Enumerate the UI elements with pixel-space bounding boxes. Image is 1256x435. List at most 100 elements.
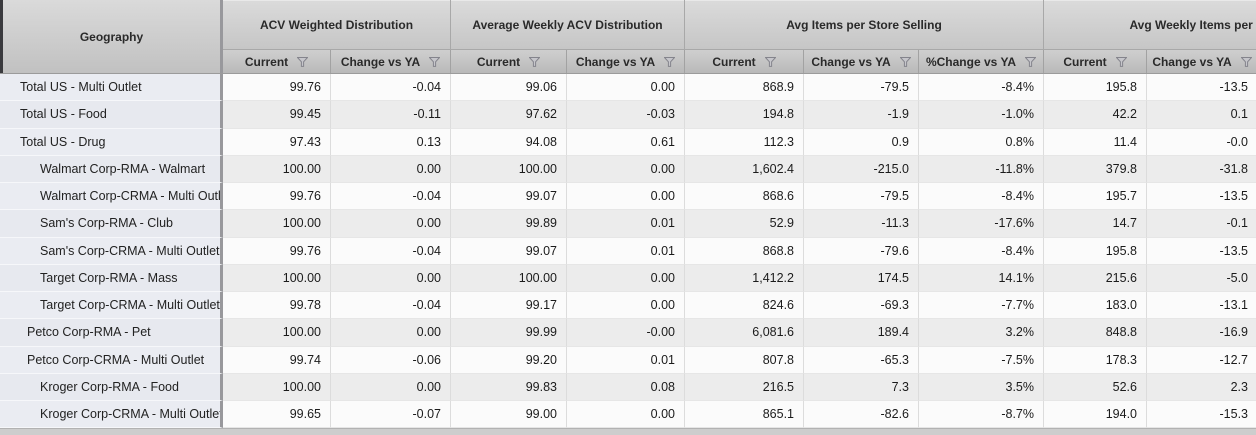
value-cell: -0.04 <box>331 74 451 102</box>
column-header[interactable]: Current <box>451 50 567 73</box>
column-group-header: Avg Items per Store Selling <box>685 0 1044 51</box>
value-cell: 7.3 <box>804 373 919 401</box>
geography-cell[interactable]: Sam's Corp-RMA - Club <box>0 210 223 238</box>
value-cell: 99.89 <box>451 210 567 238</box>
value-cell: -65.3 <box>804 346 919 374</box>
column-header[interactable]: Change vs YA <box>804 50 919 73</box>
value-cell: 99.78 <box>223 292 331 320</box>
value-cell: 94.08 <box>451 128 567 156</box>
column-header[interactable]: Current <box>1044 50 1147 73</box>
table-row: Total US - Food 99.45 -0.11 97.62 -0.03 194.8… <box>0 101 1256 129</box>
column-header[interactable]: %Change vs YA <box>919 50 1044 73</box>
geography-cell[interactable]: Walmart Corp-CRMA - Multi Outlet <box>0 183 223 211</box>
value-cell: 0.00 <box>331 373 451 401</box>
value-cell: -7.5% <box>919 346 1044 374</box>
grid-body: Total US - Multi Outlet 99.76 -0.04 99.06 0.… <box>0 74 1256 429</box>
column-header[interactable]: Current <box>223 50 331 73</box>
column-group-header: ACV Weighted Distribution <box>223 0 451 51</box>
geography-cell[interactable]: Total US - Multi Outlet <box>0 74 223 102</box>
value-cell: 0.01 <box>567 210 685 238</box>
geography-column-header[interactable]: Geography <box>0 0 223 73</box>
value-cell: -1.0% <box>919 101 1044 129</box>
column-header-label: Change vs YA <box>340 54 421 69</box>
column-header-label: Change vs YA <box>811 54 891 69</box>
grid-header: Geography ACV Weighted Distribution Avera… <box>0 0 1256 74</box>
value-cell: -0.06 <box>331 346 451 374</box>
value-cell: -5.0 <box>1147 264 1256 292</box>
value-cell: -13.5 <box>1147 74 1256 102</box>
geography-cell[interactable]: Petco Corp-CRMA - Multi Outlet <box>0 346 223 374</box>
value-cell: 100.00 <box>223 373 331 401</box>
value-cell: -31.8 <box>1147 155 1256 183</box>
value-cell: 0.01 <box>567 237 685 265</box>
column-group-header-row: ACV Weighted Distribution Average Weekly … <box>223 0 1256 51</box>
column-header[interactable]: Current <box>685 50 804 73</box>
geography-cell[interactable]: Target Corp-RMA - Mass <box>0 264 223 292</box>
table-row: Walmart Corp-RMA - Walmart 100.00 0.00 100.… <box>0 155 1256 183</box>
value-cell: 100.00 <box>223 210 331 238</box>
geography-cell[interactable]: Kroger Corp-CRMA - Multi Outlet <box>0 401 223 429</box>
column-header[interactable]: Change vs YA <box>331 50 451 73</box>
value-cell: -0.1 <box>1147 210 1256 238</box>
value-cell: 195.7 <box>1044 183 1147 211</box>
value-cell: 100.00 <box>223 264 331 292</box>
filter-funnel-icon[interactable] <box>429 56 441 67</box>
column-header[interactable]: Change vs YA <box>567 50 685 73</box>
filter-funnel-icon[interactable] <box>899 56 911 67</box>
value-cell: 194.0 <box>1044 401 1147 429</box>
table-row: Kroger Corp-RMA - Food 100.00 0.00 99.83 0.0… <box>0 373 1256 401</box>
value-cell: 0.00 <box>331 155 451 183</box>
column-header-label: Change vs YA <box>1152 54 1232 69</box>
column-header[interactable]: Change vs YA <box>1147 50 1256 73</box>
geography-cell[interactable]: Total US - Drug <box>0 128 223 156</box>
geography-cell[interactable]: Petco Corp-RMA - Pet <box>0 319 223 347</box>
table-row: Total US - Multi Outlet 99.76 -0.04 99.06 0.… <box>0 74 1256 102</box>
value-cell: 99.20 <box>451 346 567 374</box>
value-cell: -8.7% <box>919 401 1044 429</box>
value-cell: -0.07 <box>331 401 451 429</box>
value-cell: 216.5 <box>685 373 804 401</box>
filter-funnel-icon[interactable] <box>297 56 309 67</box>
value-cell: 0.00 <box>331 264 451 292</box>
value-cell: 868.8 <box>685 237 804 265</box>
value-cell: -13.5 <box>1147 237 1256 265</box>
geography-cell[interactable]: Kroger Corp-RMA - Food <box>0 373 223 401</box>
column-header-label: Current <box>244 54 289 69</box>
geography-cell[interactable]: Total US - Food <box>0 101 223 129</box>
value-cell: 99.45 <box>223 101 331 129</box>
table-row: Walmart Corp-CRMA - Multi Outlet 99.76 -0.… <box>0 183 1256 211</box>
value-cell: -11.8% <box>919 155 1044 183</box>
value-cell: 0.13 <box>331 128 451 156</box>
value-cell: 11.4 <box>1044 128 1147 156</box>
value-cell: 1,602.4 <box>685 155 804 183</box>
value-cell: 0.00 <box>567 292 685 320</box>
value-cell: 868.9 <box>685 74 804 102</box>
column-header-label: %Change vs YA <box>925 54 1017 69</box>
value-cell: 0.1 <box>1147 101 1256 129</box>
filter-funnel-icon[interactable] <box>529 56 541 67</box>
filter-funnel-icon[interactable] <box>1240 56 1252 67</box>
filter-funnel-icon[interactable] <box>664 56 676 67</box>
filter-funnel-icon[interactable] <box>1115 56 1127 67</box>
value-cell: 0.00 <box>567 264 685 292</box>
geography-cell[interactable]: Target Corp-CRMA - Multi Outlet <box>0 292 223 320</box>
value-cell: -0.04 <box>331 237 451 265</box>
value-cell: 99.07 <box>451 183 567 211</box>
column-header-row: Current Change vs YA Current Change vs YA Cu… <box>223 50 1256 73</box>
value-cell: -79.6 <box>804 237 919 265</box>
value-cell: 174.5 <box>804 264 919 292</box>
geography-cell[interactable]: Walmart Corp-RMA - Walmart <box>0 155 223 183</box>
value-cell: 42.2 <box>1044 101 1147 129</box>
value-cell: -0.11 <box>331 101 451 129</box>
value-cell: -15.3 <box>1147 401 1256 429</box>
geography-cell[interactable]: Sam's Corp-CRMA - Multi Outlet <box>0 237 223 265</box>
value-cell: -7.7% <box>919 292 1044 320</box>
filter-funnel-icon[interactable] <box>764 56 776 67</box>
value-cell: 0.8% <box>919 128 1044 156</box>
value-cell: 807.8 <box>685 346 804 374</box>
value-cell: 0.00 <box>331 319 451 347</box>
value-cell: -12.7 <box>1147 346 1256 374</box>
filter-funnel-icon[interactable] <box>1025 56 1037 67</box>
value-cell: -8.4% <box>919 74 1044 102</box>
